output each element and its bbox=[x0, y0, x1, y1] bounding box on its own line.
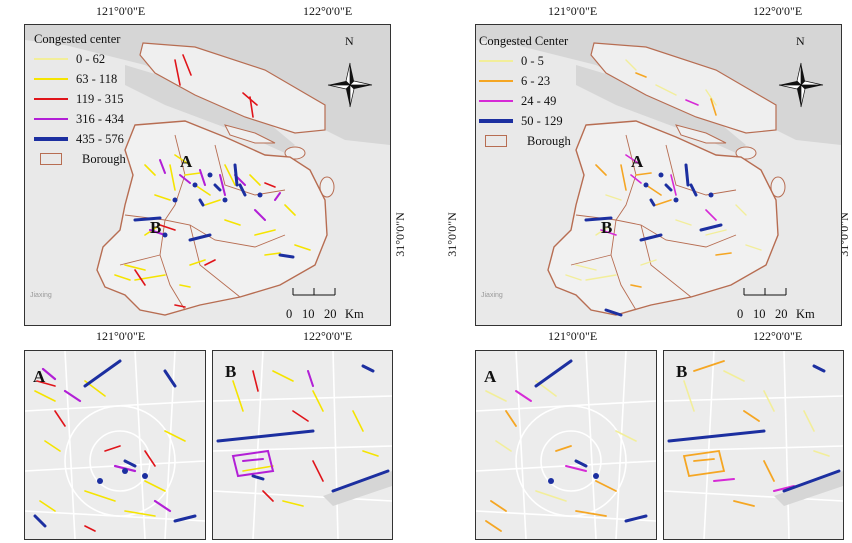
right-legend-row: Borough bbox=[479, 131, 571, 151]
left-legend-row: Borough bbox=[34, 149, 126, 169]
left-legend: Congested center 0 - 62 63 - 118 119 - 3… bbox=[34, 32, 126, 169]
left-north-arrow-icon bbox=[327, 62, 373, 108]
right-main-map[interactable] bbox=[475, 24, 842, 326]
left-scale-0: 0 bbox=[286, 307, 293, 321]
left-scale-10: 10 bbox=[302, 307, 315, 321]
left-faint-place-label: Jiaxing bbox=[30, 292, 52, 299]
right-inset-a-map[interactable] bbox=[475, 350, 657, 540]
right-north-label: N bbox=[796, 34, 805, 48]
left-marker-b: B bbox=[150, 218, 162, 237]
left-map-canvas bbox=[25, 25, 390, 325]
left-north-label: N bbox=[345, 34, 354, 48]
left-inset-b-map[interactable] bbox=[212, 350, 393, 540]
left-legend-row: 435 - 576 bbox=[34, 129, 126, 149]
left-inset-a-label: A bbox=[33, 367, 46, 386]
left-marker-a: A bbox=[180, 152, 193, 171]
left-bottom-lon-122: 122°0'0"E bbox=[303, 329, 353, 343]
left-scale-unit: Km bbox=[345, 307, 364, 321]
right-top-lon-122: 122°0'0"E bbox=[753, 4, 803, 18]
left-scale-bar-icon bbox=[292, 288, 336, 296]
left-legend-row: 316 - 434 bbox=[34, 109, 126, 129]
right-scale-unit: Km bbox=[796, 307, 815, 321]
right-faint-place-label: Jiaxing bbox=[481, 292, 503, 299]
right-legend-row: 0 - 5 bbox=[479, 51, 571, 71]
left-legend-row: 119 - 315 bbox=[34, 89, 126, 109]
left-legend-row: 63 - 118 bbox=[34, 69, 126, 89]
right-marker-b: B bbox=[601, 218, 613, 237]
right-scale-bar-icon bbox=[743, 288, 787, 296]
right-scale-20: 20 bbox=[775, 307, 788, 321]
left-bottom-lon-121: 121°0'0"E bbox=[96, 329, 146, 343]
right-bottom-lon-121: 121°0'0"E bbox=[548, 329, 598, 343]
left-legend-title: Congested center bbox=[34, 32, 121, 46]
left-lat-right: 31°0'0"N bbox=[392, 212, 407, 257]
right-scale-10: 10 bbox=[753, 307, 766, 321]
left-legend-row: 0 - 62 bbox=[34, 49, 126, 69]
left-inset-a-map[interactable] bbox=[24, 350, 206, 540]
right-north-arrow-icon bbox=[778, 62, 824, 108]
left-inset-b-label: B bbox=[225, 362, 237, 381]
right-bottom-lon-122: 122°0'0"E bbox=[753, 329, 803, 343]
right-inset-b-label: B bbox=[676, 362, 688, 381]
right-legend-row: 24 - 49 bbox=[479, 91, 571, 111]
left-top-lon-121: 121°0'0"E bbox=[96, 4, 146, 18]
right-marker-a: A bbox=[631, 152, 644, 171]
right-inset-a-label: A bbox=[484, 367, 497, 386]
right-legend-row: 50 - 129 bbox=[479, 111, 571, 131]
right-legend-title: Congested Center bbox=[479, 34, 569, 48]
right-legend: Congested Center 0 - 5 6 - 23 24 - 49 50… bbox=[479, 34, 571, 151]
left-top-lon-122: 122°0'0"E bbox=[303, 4, 353, 18]
left-main-map[interactable] bbox=[24, 24, 391, 326]
right-lat-left: 31°0'0"N bbox=[444, 212, 459, 257]
left-lat-left: 31°0'0"N bbox=[0, 212, 3, 257]
right-inset-b-map[interactable] bbox=[663, 350, 844, 540]
right-scale-0: 0 bbox=[737, 307, 744, 321]
left-scale-20: 20 bbox=[324, 307, 337, 321]
right-map-canvas bbox=[476, 25, 841, 325]
right-legend-row: 6 - 23 bbox=[479, 71, 571, 91]
right-top-lon-121: 121°0'0"E bbox=[548, 4, 598, 18]
